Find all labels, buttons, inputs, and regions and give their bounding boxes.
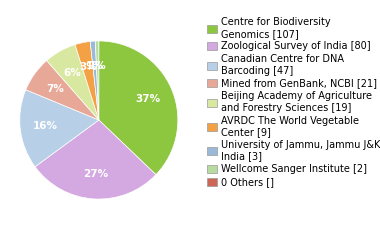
- Text: 3%: 3%: [79, 62, 97, 72]
- Text: 37%: 37%: [136, 94, 161, 104]
- Wedge shape: [75, 42, 99, 120]
- Wedge shape: [26, 60, 99, 120]
- Text: 16%: 16%: [33, 121, 58, 132]
- Text: 1%: 1%: [89, 61, 106, 71]
- Text: 6%: 6%: [63, 68, 81, 78]
- Text: 1%: 1%: [86, 61, 104, 72]
- Wedge shape: [47, 45, 99, 120]
- Wedge shape: [95, 41, 99, 120]
- Wedge shape: [99, 41, 178, 175]
- Wedge shape: [35, 120, 156, 199]
- Legend: Centre for Biodiversity
Genomics [107], Zoological Survey of India [80], Canadia: Centre for Biodiversity Genomics [107], …: [206, 16, 380, 188]
- Wedge shape: [20, 90, 99, 167]
- Wedge shape: [90, 41, 99, 120]
- Text: 7%: 7%: [46, 84, 64, 94]
- Text: 27%: 27%: [83, 169, 108, 179]
